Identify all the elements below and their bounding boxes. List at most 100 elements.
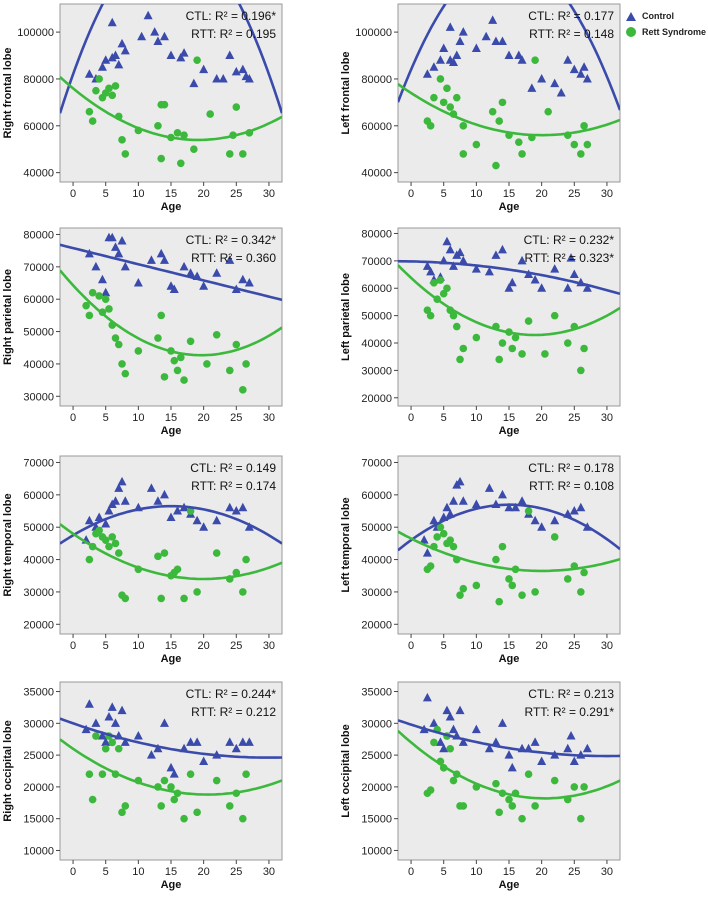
rett-point bbox=[472, 581, 481, 590]
control-point bbox=[458, 737, 468, 746]
rtt-r2-label: RTT: R² = 0.360 bbox=[191, 251, 276, 265]
rett-point bbox=[232, 340, 241, 349]
chart-4: 20000 30000 40000 50000 60000 70000 80000 0 5 10 1… bbox=[340, 227, 621, 437]
control-point bbox=[114, 248, 124, 258]
rett-point bbox=[577, 366, 585, 375]
control-point bbox=[169, 284, 179, 293]
rett-point bbox=[430, 738, 438, 747]
rett-point bbox=[157, 802, 166, 810]
rtt-r2-label: RTT: R² = 0.174 bbox=[191, 479, 276, 493]
control-point bbox=[458, 496, 468, 505]
ctl-r2-label: CTL: R² = 0.244* bbox=[186, 687, 277, 701]
rett-point bbox=[154, 552, 162, 561]
control-point bbox=[111, 50, 120, 60]
y-tick-label: 35000 bbox=[361, 687, 392, 699]
y-tick-label: 70000 bbox=[361, 457, 392, 469]
control-point bbox=[504, 750, 514, 759]
x-axis-label: Age bbox=[499, 879, 520, 891]
rett-point bbox=[157, 594, 166, 603]
rett-point bbox=[544, 107, 552, 116]
control-point bbox=[530, 737, 540, 746]
control-point bbox=[153, 36, 163, 45]
control-point bbox=[225, 255, 235, 264]
rett-point bbox=[134, 347, 143, 355]
x-axis-label: Age bbox=[499, 201, 520, 213]
control-point bbox=[452, 50, 462, 60]
x-tick-label: 20 bbox=[536, 866, 548, 878]
y-axis-label: Left occipital lobe bbox=[340, 724, 352, 818]
y-axis-label: Left frontal lobe bbox=[340, 51, 352, 134]
control-point bbox=[192, 737, 202, 746]
y-tick-label: 60000 bbox=[23, 490, 54, 502]
control-point bbox=[484, 743, 494, 753]
control-point bbox=[439, 743, 449, 753]
rett-point bbox=[439, 529, 448, 538]
rett-point bbox=[111, 334, 120, 342]
y-tick-label: 50000 bbox=[23, 522, 54, 534]
x-tick-label: 15 bbox=[165, 866, 177, 878]
control-point bbox=[133, 278, 143, 287]
ctl-r2-label: CTL: R² = 0.196* bbox=[186, 9, 277, 23]
rett-point bbox=[498, 98, 507, 107]
control-point bbox=[429, 515, 439, 525]
rett-point bbox=[173, 565, 182, 574]
rett-point bbox=[193, 808, 201, 817]
y-tick-label: 40000 bbox=[23, 168, 54, 180]
rett-point bbox=[108, 91, 117, 100]
control-point bbox=[111, 496, 120, 505]
x-tick-label: 20 bbox=[198, 866, 210, 878]
control-point bbox=[176, 52, 186, 62]
x-tick-label: 5 bbox=[441, 866, 447, 878]
rett-point bbox=[495, 117, 504, 125]
x-tick-label: 20 bbox=[198, 188, 210, 200]
rett-point bbox=[186, 337, 195, 346]
control-point bbox=[530, 515, 540, 525]
rett-point bbox=[101, 536, 110, 544]
rett-point bbox=[508, 802, 517, 810]
rett-point bbox=[114, 744, 123, 753]
x-axis-label: Age bbox=[161, 201, 182, 213]
rett-point bbox=[426, 311, 435, 320]
control-point bbox=[566, 731, 576, 740]
x-tick-label: 5 bbox=[441, 188, 447, 200]
rett-point bbox=[570, 783, 579, 791]
y-tick-label: 40000 bbox=[361, 555, 392, 567]
y-tick-label: 60000 bbox=[361, 121, 392, 133]
rett-point bbox=[583, 140, 592, 149]
y-tick-label: 30000 bbox=[23, 391, 54, 403]
control-point bbox=[120, 737, 130, 746]
x-tick-label: 5 bbox=[441, 640, 447, 652]
control-point bbox=[218, 73, 228, 83]
y-tick-label: 80000 bbox=[23, 74, 54, 86]
control-point bbox=[84, 69, 94, 78]
rett-point bbox=[118, 136, 126, 144]
plot-area bbox=[397, 227, 621, 407]
rett-point bbox=[580, 121, 588, 130]
rtt-r2-label: RTT: R² = 0.323* bbox=[525, 251, 615, 265]
y-tick-label: 100000 bbox=[17, 27, 54, 39]
rett-point bbox=[225, 366, 234, 375]
control-point bbox=[458, 27, 468, 36]
control-point bbox=[117, 705, 127, 715]
rett-point bbox=[101, 744, 110, 753]
y-tick-label: 50000 bbox=[361, 311, 392, 323]
x-tick-label: 20 bbox=[198, 640, 210, 652]
control-point bbox=[114, 483, 124, 492]
rett-point bbox=[190, 145, 198, 154]
control-point bbox=[550, 264, 560, 273]
rett-point bbox=[550, 533, 559, 541]
control-point bbox=[84, 699, 94, 708]
control-point bbox=[530, 275, 540, 284]
y-tick-label: 25000 bbox=[23, 750, 54, 762]
control-fit-line bbox=[398, 259, 620, 296]
control-point bbox=[537, 756, 547, 765]
x-tick-label: 5 bbox=[103, 188, 109, 200]
control-point bbox=[189, 78, 199, 88]
legend-item-rett: Rett Syndrome bbox=[626, 24, 706, 40]
rett-point bbox=[577, 150, 585, 158]
control-point bbox=[563, 55, 573, 64]
control-triangle-icon bbox=[626, 11, 636, 21]
rett-point bbox=[206, 110, 214, 118]
control-point bbox=[576, 502, 586, 512]
rett-fit-line bbox=[398, 264, 620, 337]
